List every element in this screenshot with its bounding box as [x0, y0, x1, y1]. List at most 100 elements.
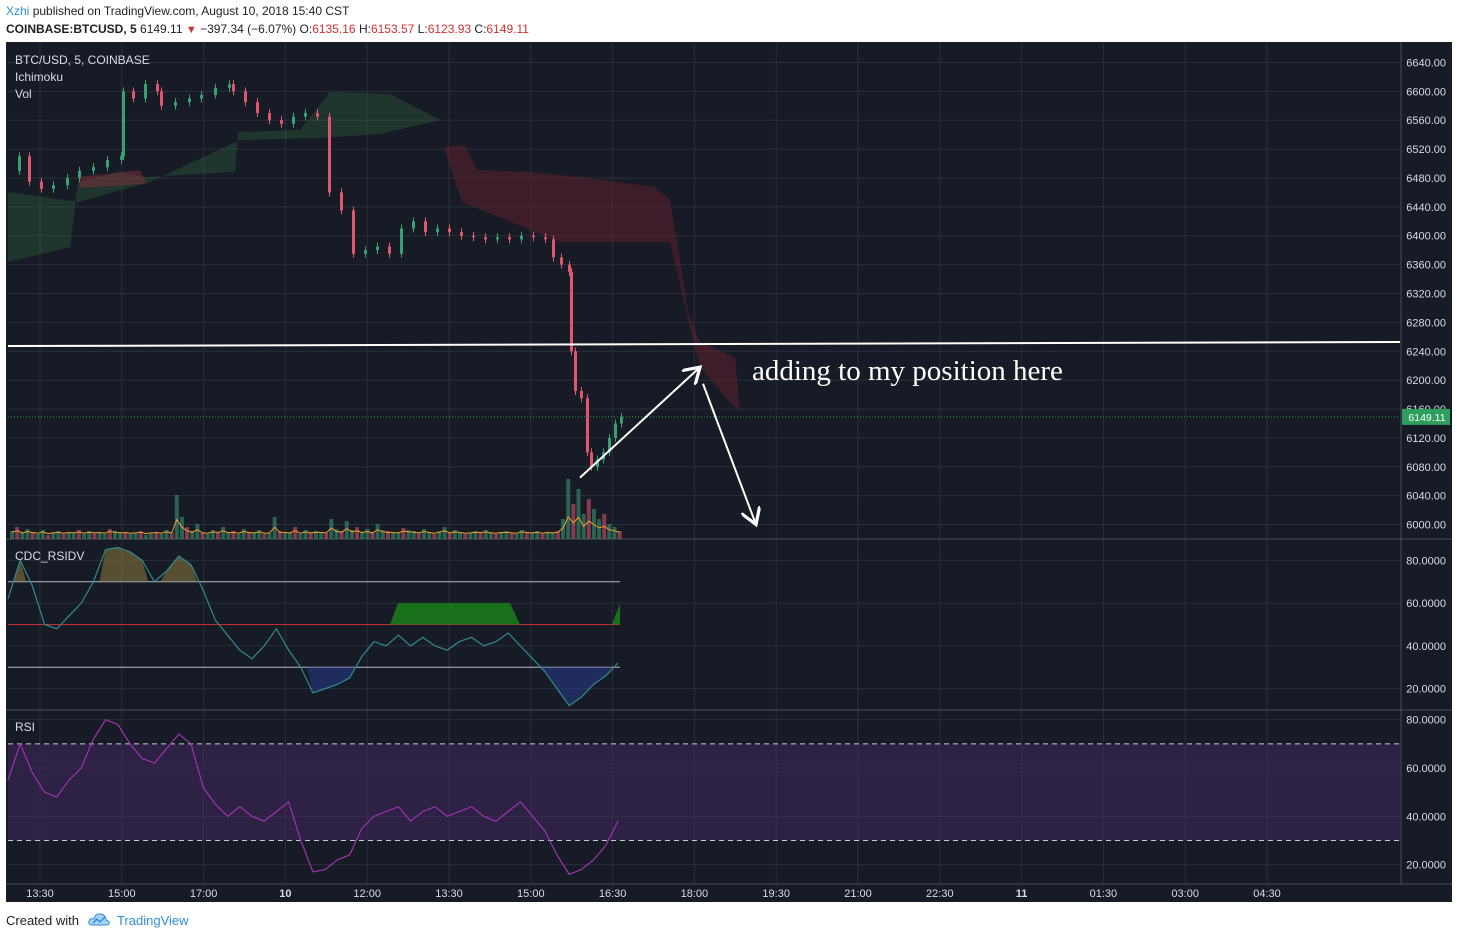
support-line [7, 341, 1401, 348]
volume-bar [355, 527, 360, 539]
price-y-tick-label: 6000.00 [1406, 520, 1446, 532]
volume-bar [437, 531, 442, 539]
volume-bar [540, 534, 545, 539]
volume-bar [25, 529, 30, 539]
rsidv-overbought-fill [99, 547, 149, 582]
volume-bar [138, 531, 143, 539]
volume-bar [401, 528, 406, 539]
candle-body [40, 181, 43, 189]
candle-body [596, 459, 599, 467]
x-tick-label: 13:30 [26, 888, 54, 900]
last-price-tag [1402, 408, 1450, 425]
candle-body [472, 235, 475, 238]
candle-body [256, 102, 259, 113]
volume-bar [535, 531, 540, 539]
high-value: 6153.57 [370, 22, 415, 36]
price-y-tick-label: 6200.00 [1406, 375, 1446, 387]
close-value: 6149.11 [486, 22, 529, 36]
volume-bar [174, 495, 179, 539]
volume-bar [519, 530, 524, 539]
volume-bar [427, 532, 432, 539]
candle-body [620, 416, 623, 424]
candle-body [214, 87, 217, 95]
x-tick-label: 18:00 [681, 888, 709, 900]
candle-body [106, 159, 109, 168]
volume-bar [159, 534, 164, 539]
volume-bar [195, 524, 200, 539]
volume-bar [205, 534, 210, 539]
candle-body [508, 237, 511, 240]
volume-bar [288, 533, 293, 539]
volume-bar [143, 535, 148, 539]
x-tick-label: 22:30 [926, 888, 954, 900]
volume-bar [51, 533, 56, 539]
volume-bar [76, 530, 81, 539]
candle-body [544, 237, 547, 240]
rsidv-overbought-fill [160, 556, 198, 582]
tradingview-cloud-icon [88, 913, 110, 926]
volume-bar [504, 531, 509, 539]
candle-body [132, 91, 135, 99]
candle-body [340, 192, 343, 211]
candle-body [436, 228, 439, 233]
rsidv-bull-zone-end [612, 603, 620, 625]
ichimoku-cloud-bearish [444, 145, 740, 412]
volume-bar [447, 533, 452, 539]
annotation-arrow [579, 367, 700, 479]
price-y-tick-label: 6040.00 [1406, 491, 1446, 503]
volume-bar [97, 532, 102, 539]
volume-bar [15, 527, 20, 539]
candle-body [52, 185, 55, 189]
symbol-label: COINBASE:BTCUSD, 5 [6, 22, 137, 36]
tradingview-link[interactable]: TradingView [117, 913, 189, 928]
candle-body [280, 120, 283, 124]
rsidv-oversold-fill [306, 667, 356, 693]
volume-bar [473, 531, 478, 539]
price-y-tick-label: 6120.00 [1406, 433, 1446, 445]
chart-layers: 6640.00 6600.00 6560.00 6520.00 6480.00 6440.… [7, 57, 1450, 900]
x-tick-label: 10 [279, 888, 291, 900]
created-with-label: Created with [6, 913, 79, 928]
volume-bar [360, 532, 365, 539]
rsidv-overbought-fill [14, 560, 27, 582]
low-label: L: [417, 22, 428, 36]
candle-body [28, 156, 31, 182]
volume-bar [396, 533, 401, 539]
open-label: O: [299, 22, 313, 36]
x-tick-label: 12:00 [353, 888, 381, 900]
rsidv-oversold-fill [538, 667, 612, 706]
price-y-tick-label: 6560.00 [1406, 115, 1446, 127]
candle-body [232, 84, 235, 92]
close-label: C: [474, 22, 487, 36]
volume-bar [133, 533, 138, 539]
volume-bar [56, 531, 61, 539]
price-change: −397.34 (−6.07%) [200, 22, 297, 36]
rsi-band-fill [8, 743, 1400, 841]
author-link[interactable]: Xzhi [6, 4, 30, 18]
publish-line: Xzhi published on TradingView.com, Augus… [6, 4, 349, 18]
volume-bar [231, 531, 236, 539]
price-y-tick-label: 6240.00 [1406, 346, 1446, 358]
chart-canvas[interactable]: 6640.00 6600.00 6560.00 6520.00 6480.00 6440.… [0, 42, 1458, 902]
volume-bar [545, 532, 550, 539]
price-y-tick-label: 6400.00 [1406, 231, 1446, 243]
volume-bar [555, 531, 560, 539]
volume-bar [149, 533, 154, 539]
volume-bar [236, 534, 241, 539]
volume-bar [179, 517, 184, 539]
candle-body [200, 94, 203, 99]
volume-bar [277, 531, 282, 539]
chart-footer: Created with TradingView [0, 902, 1458, 938]
x-tick-label: 21:00 [844, 888, 872, 900]
volume-bar [10, 531, 14, 539]
quote-line: COINBASE:BTCUSD, 5 6149.11 ▼ −397.34 (−6… [6, 22, 529, 36]
price-y-tick-label: 6600.00 [1406, 86, 1446, 98]
high-label: H: [358, 22, 371, 36]
price-legend-symbol: BTC/USD, 5, COINBASE [15, 53, 150, 67]
candle-body [66, 177, 69, 186]
volume-bar [252, 533, 257, 539]
volume-bar [530, 533, 535, 539]
volume-bar [442, 527, 447, 539]
volume-bar [380, 530, 385, 539]
x-tick-label: 17:00 [190, 888, 218, 900]
